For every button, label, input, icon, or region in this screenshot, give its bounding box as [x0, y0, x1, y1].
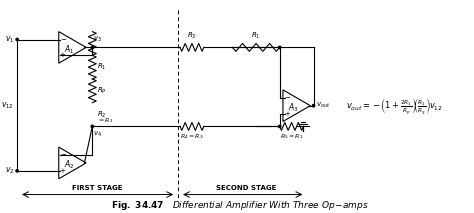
Text: $v_2$: $v_2$: [5, 166, 14, 176]
Circle shape: [312, 105, 315, 107]
Text: $= R_1$: $= R_1$: [97, 116, 114, 125]
Circle shape: [279, 125, 281, 128]
Text: $A_2$: $A_2$: [64, 159, 75, 171]
Text: −: −: [60, 36, 65, 43]
Circle shape: [16, 170, 18, 172]
Text: +: +: [60, 168, 65, 174]
Text: $v_{out}$: $v_{out}$: [317, 101, 331, 110]
Text: $R_5 = R_1$: $R_5 = R_1$: [280, 132, 303, 141]
Text: $v_1$: $v_1$: [5, 34, 14, 45]
Text: $v_3$: $v_3$: [93, 35, 102, 45]
Text: $R_1$: $R_1$: [251, 31, 261, 42]
Circle shape: [279, 46, 281, 49]
Text: $v_4$: $v_4$: [93, 129, 102, 139]
Circle shape: [91, 46, 93, 49]
Text: +: +: [284, 111, 290, 117]
Text: $A_1$: $A_1$: [64, 43, 75, 56]
Text: $\mathbf{Fig.\ 34.47}$$\quad$$\mathit{Differential\ Amplifier\ With\ Three\ Op\!: $\mathbf{Fig.\ 34.47}$$\quad$$\mathit{Di…: [110, 199, 368, 212]
Text: −: −: [60, 152, 65, 158]
Text: +: +: [60, 52, 65, 58]
Text: SECOND STAGE: SECOND STAGE: [216, 185, 276, 191]
Text: $R_2$: $R_2$: [97, 109, 107, 120]
Circle shape: [91, 125, 93, 128]
Text: $R_3$: $R_3$: [187, 31, 197, 42]
Text: $v_{out} = -\!\left(1 + \frac{2R_1}{R_P}\right)\!\!\left(\frac{R_1}{R_3}\right)\: $v_{out} = -\!\left(1 + \frac{2R_1}{R_P}…: [346, 96, 443, 116]
Text: $R_4 = R_3$: $R_4 = R_3$: [180, 132, 204, 141]
Text: $R_1$: $R_1$: [97, 62, 107, 72]
Text: $v_{12}$: $v_{12}$: [1, 100, 14, 111]
Circle shape: [16, 38, 18, 41]
Text: −: −: [284, 95, 290, 101]
Text: $R_P$: $R_P$: [97, 86, 107, 96]
Text: $A_3$: $A_3$: [288, 101, 299, 114]
Text: FIRST STAGE: FIRST STAGE: [73, 185, 123, 191]
